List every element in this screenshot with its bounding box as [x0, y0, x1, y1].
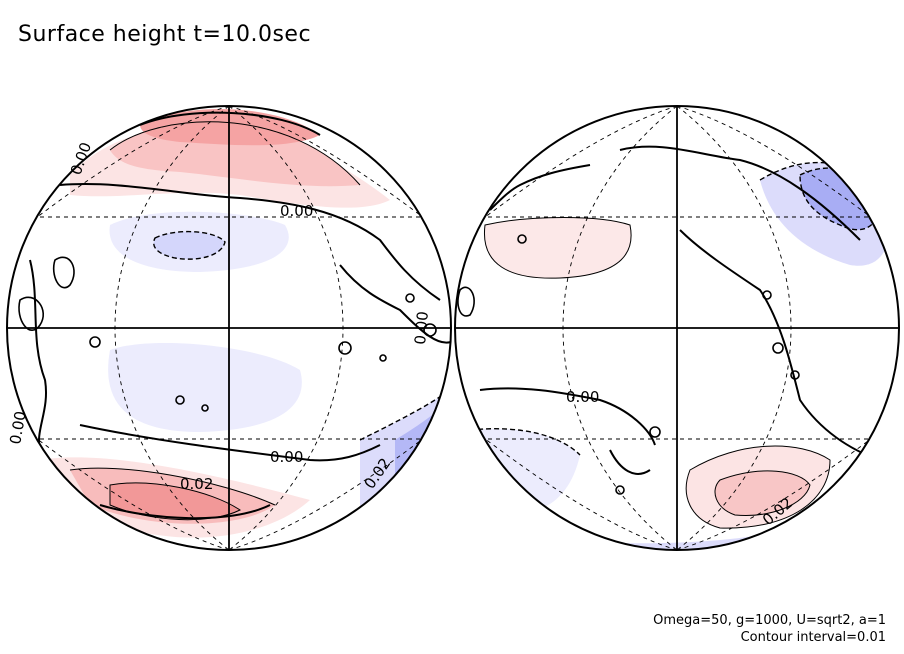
- right-globe: [455, 106, 899, 550]
- contour-label: 0.02: [180, 475, 213, 493]
- left-positive-contours: [69, 121, 361, 521]
- params-line-1: Omega=50, g=1000, U=sqrt2, a=1: [653, 613, 886, 628]
- chart-title: Surface height t=10.0sec: [18, 22, 312, 47]
- right-globe-outline: [454, 105, 900, 551]
- parameter-note: Omega=50, g=1000, U=sqrt2, a=1 Contour i…: [653, 612, 886, 646]
- right-noise-contours: [457, 234, 800, 495]
- contour-label: 0.00: [280, 202, 313, 220]
- contour-label: 0.00: [6, 410, 30, 446]
- params-line-2: Contour interval=0.01: [740, 630, 886, 645]
- left-north-low-core: [153, 231, 225, 260]
- right-south-low: [466, 428, 580, 513]
- left-south-low: [108, 342, 302, 432]
- left-south-high-core: [110, 482, 240, 520]
- left-globe-outline: [6, 105, 452, 551]
- contour-label: 0.00: [270, 448, 303, 466]
- right-south-high-core: [715, 470, 810, 516]
- contour-label: 0.00: [411, 311, 432, 346]
- right-positive-contours: [483, 217, 831, 529]
- left-noise-contours: [18, 256, 437, 412]
- left-zero-contours: [29, 111, 451, 520]
- contour-label: 0.00: [566, 388, 599, 406]
- right-north-high: [484, 217, 632, 279]
- right-zero-contours: [479, 145, 881, 475]
